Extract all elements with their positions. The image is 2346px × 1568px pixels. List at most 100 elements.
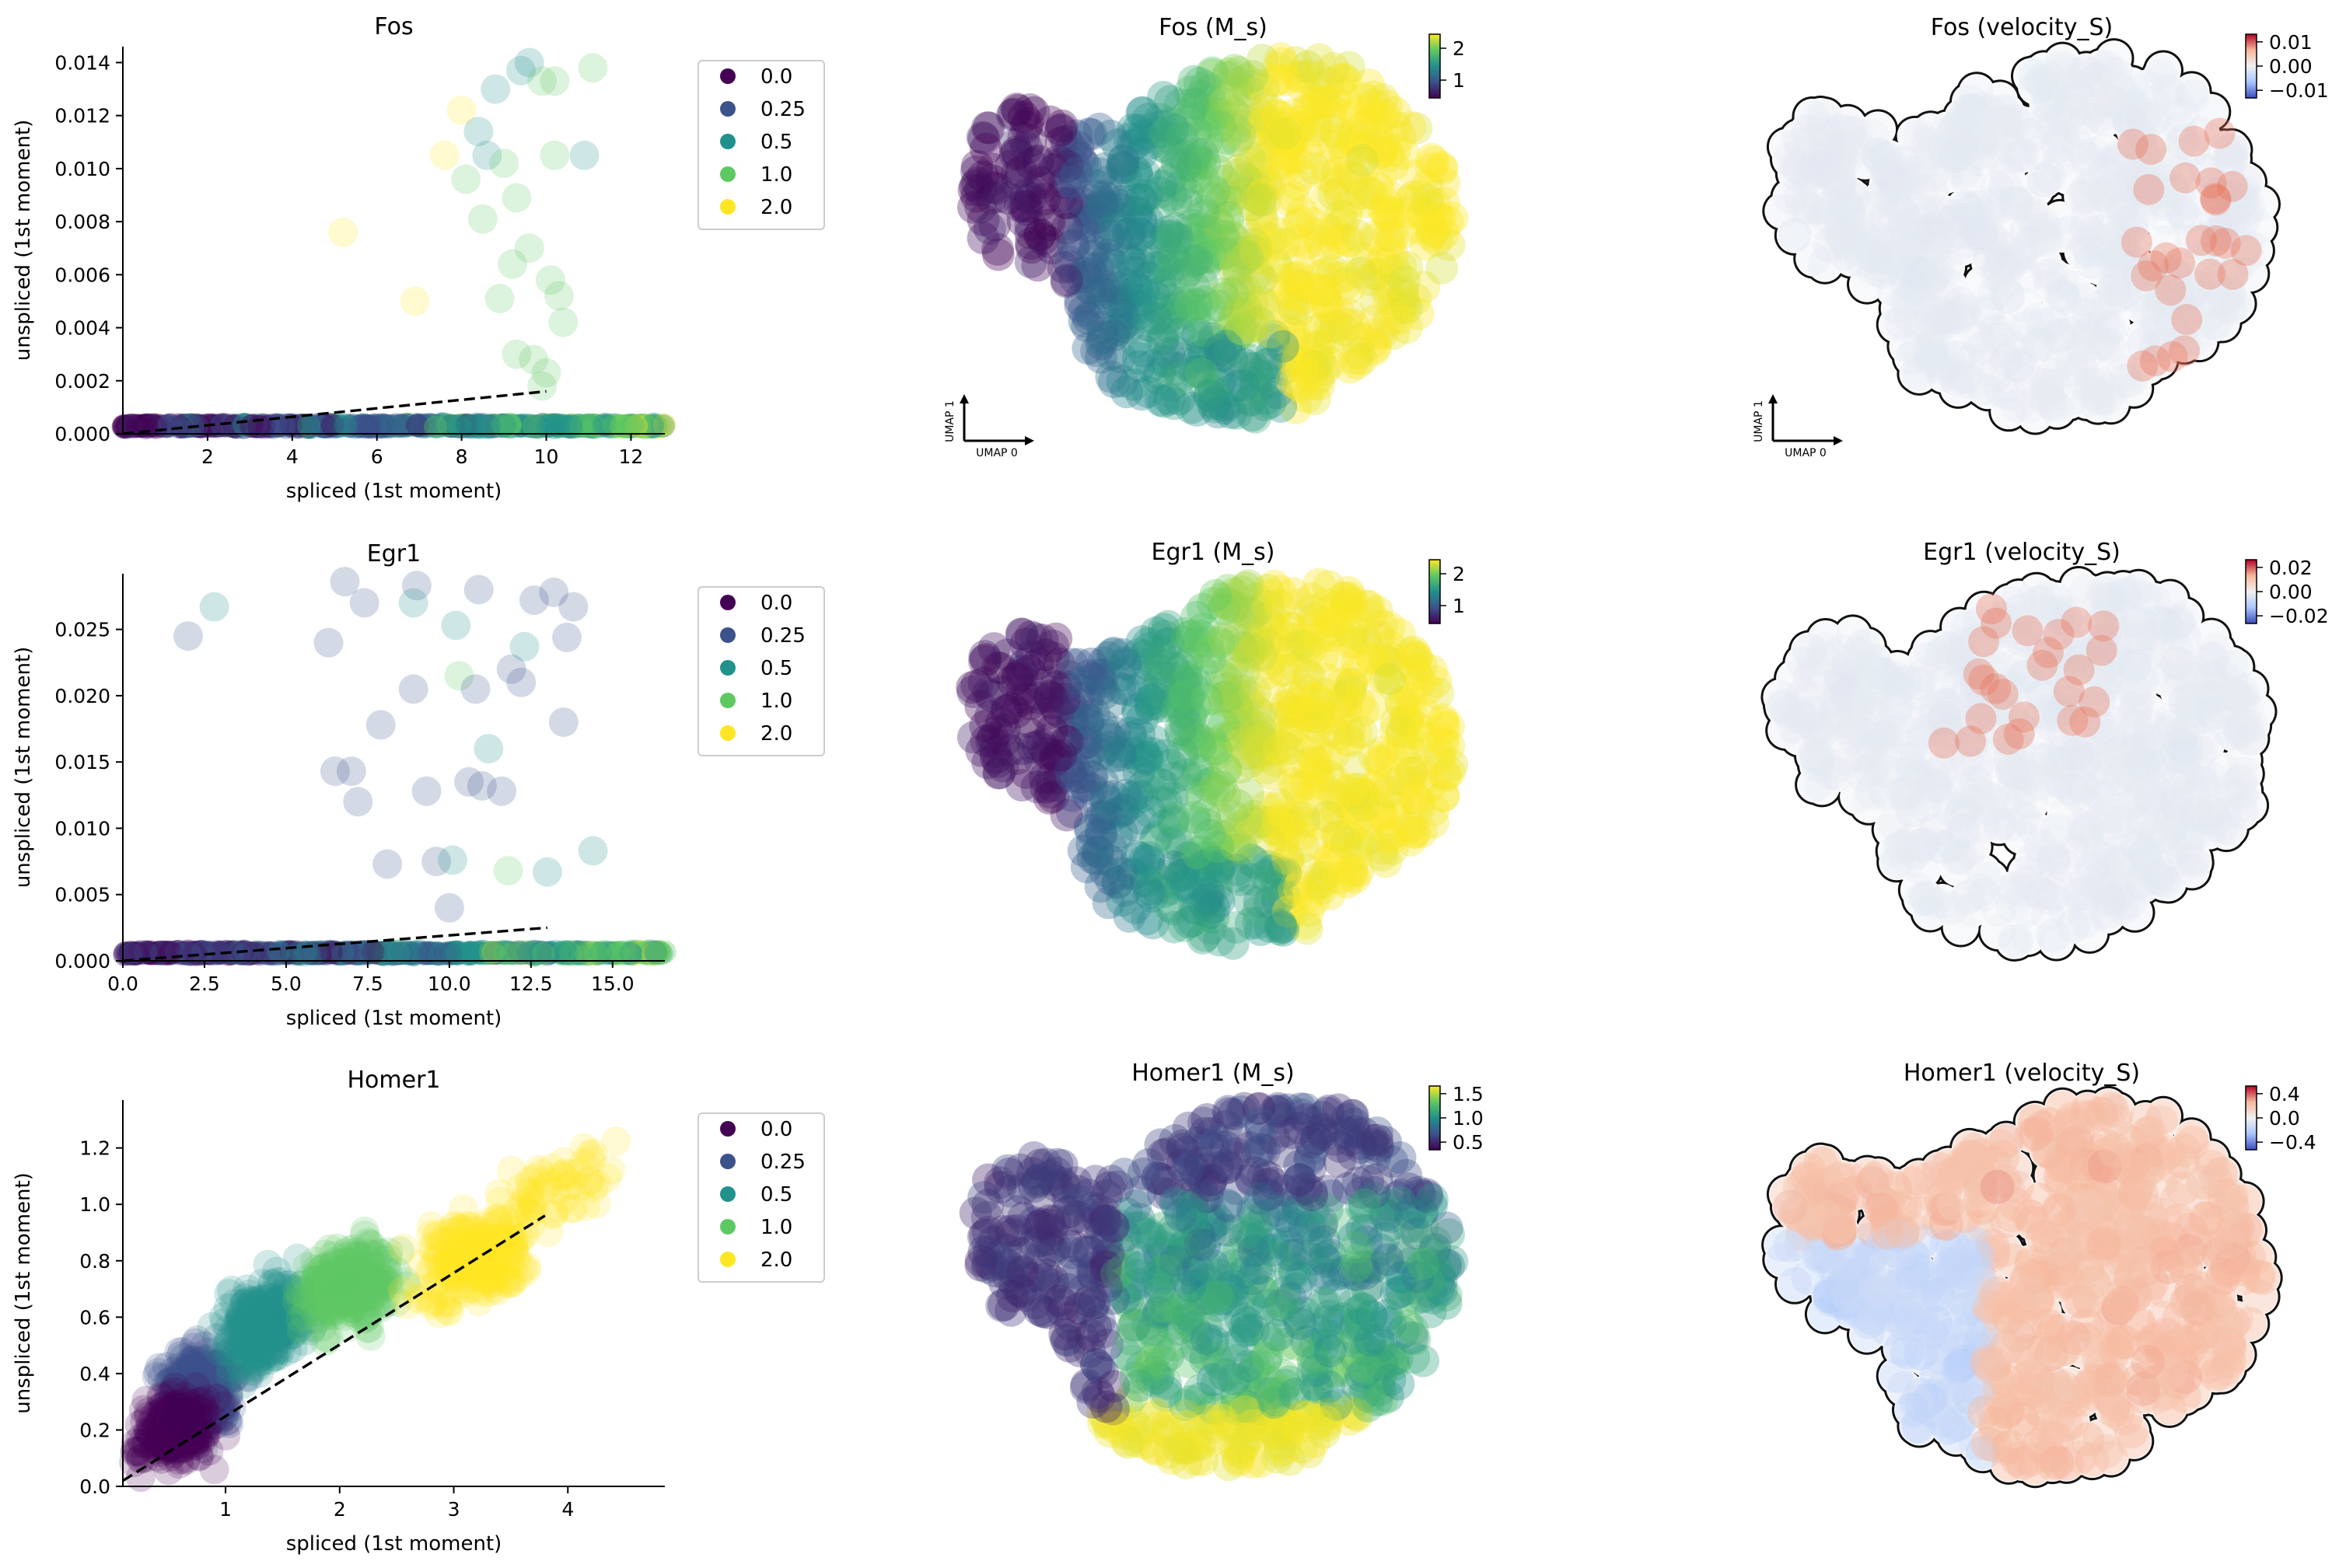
cell-point: [998, 98, 1030, 131]
data-point: [485, 284, 515, 313]
legend-label: 0.0: [760, 1118, 792, 1141]
cell-point: [1134, 796, 1166, 829]
cell-point: [1225, 313, 1257, 345]
y-tick-label: 0.0: [79, 1475, 110, 1498]
cell-point: [1092, 844, 1124, 877]
cell-point: [1373, 662, 1406, 695]
cell-point: [1334, 351, 1366, 384]
cell-point: [1317, 52, 1350, 85]
cell-point: [1051, 264, 1083, 296]
panel-title: Fos (M_s): [1159, 14, 1267, 41]
data-point: [343, 787, 372, 816]
cell-point: [1228, 655, 1260, 688]
legend-marker: [720, 1154, 736, 1169]
data-point: [552, 623, 582, 652]
y-tick-label: 0.000: [54, 950, 110, 973]
data-point: [446, 1217, 476, 1247]
data-point: [527, 372, 557, 401]
cell-point: [1375, 739, 1407, 771]
cell-point: [1222, 154, 1255, 187]
data-point: [438, 845, 467, 875]
y-axis-label: unspliced (1st moment): [12, 120, 35, 361]
cell-point: [1107, 145, 1140, 177]
legend-marker: [720, 1186, 736, 1202]
legend-label: 1.0: [760, 690, 792, 713]
data-point: [412, 777, 442, 806]
y-tick-label: 0.2: [79, 1419, 110, 1441]
y-tick-label: 1.0: [79, 1193, 110, 1216]
data-point: [549, 1147, 579, 1176]
y-axis-label: unspliced (1st moment): [12, 647, 35, 889]
cell-point: [1307, 86, 1340, 118]
data-point: [548, 308, 578, 337]
y-tick-label: 0.020: [54, 685, 110, 707]
data-point: [399, 674, 428, 704]
legend-marker: [720, 725, 736, 741]
legend-label: 1.0: [760, 1216, 792, 1239]
cell-point: [995, 692, 1028, 725]
cell-point: [1188, 147, 1221, 180]
data-point: [510, 632, 540, 662]
data-point: [372, 850, 402, 879]
data-point: [533, 857, 562, 887]
data-point: [544, 281, 574, 311]
data-point: [441, 611, 470, 641]
data-point: [578, 53, 607, 82]
data-point: [474, 734, 503, 763]
legend-marker: [720, 1121, 736, 1137]
cell-point: [1185, 781, 1218, 814]
data-point: [575, 1140, 604, 1169]
legend-label: 0.25: [760, 98, 806, 121]
legend-label: 0.5: [760, 131, 792, 154]
x-tick-label: 2: [201, 445, 214, 468]
cell-point: [1236, 60, 1268, 93]
legend-marker: [720, 101, 736, 117]
legend-label: 2.0: [760, 196, 792, 219]
legend-marker: [720, 1252, 736, 1267]
x-tick-label: 10.0: [428, 973, 471, 995]
data-point: [399, 588, 428, 618]
y-tick-label: 0.010: [54, 158, 110, 180]
panel-title: Egr1: [367, 540, 421, 567]
x-tick-label: 10: [534, 445, 559, 468]
cell-point: [1044, 739, 1077, 771]
data-point: [366, 710, 396, 739]
cell-point: [1096, 182, 1129, 215]
data-point: [502, 183, 531, 212]
x-tick-label: 5.0: [271, 973, 302, 995]
y-tick-label: 0.012: [54, 105, 110, 127]
baseline-point: [575, 943, 598, 966]
legend-marker: [720, 693, 736, 708]
baseline-point: [344, 942, 367, 966]
baseline-point: [191, 940, 215, 963]
cell-point: [1145, 169, 1178, 202]
cell-point: [1065, 667, 1098, 700]
x-axis-label: spliced (1st moment): [286, 1532, 502, 1556]
legend: 0.00.250.51.02.0: [698, 587, 824, 756]
cell-point: [1427, 780, 1460, 812]
legend-marker: [720, 134, 736, 149]
data-point: [314, 628, 344, 658]
cell-point: [1162, 693, 1194, 725]
cell-point: [1156, 219, 1188, 252]
legend-label: 0.25: [760, 1151, 806, 1174]
data-point: [200, 592, 229, 622]
data-point: [435, 893, 464, 923]
cell-point: [1388, 264, 1421, 297]
cell-point: [1147, 81, 1180, 113]
data-point: [506, 668, 536, 697]
data-point: [601, 1126, 631, 1156]
colorbar-gradient: [1429, 34, 1440, 98]
cell-point: [1360, 770, 1393, 802]
cell-point: [1365, 609, 1398, 642]
cell-point: [1264, 589, 1296, 622]
data-point: [540, 66, 569, 96]
cell-point: [1061, 157, 1093, 190]
baseline-point: [159, 413, 182, 436]
y-tick-label: 0.000: [54, 423, 110, 445]
cell-point: [1101, 224, 1134, 257]
panel-title: Fos: [374, 13, 413, 40]
cell-point: [1145, 384, 1177, 417]
baseline-point: [247, 415, 271, 438]
cell-point: [1154, 749, 1187, 781]
